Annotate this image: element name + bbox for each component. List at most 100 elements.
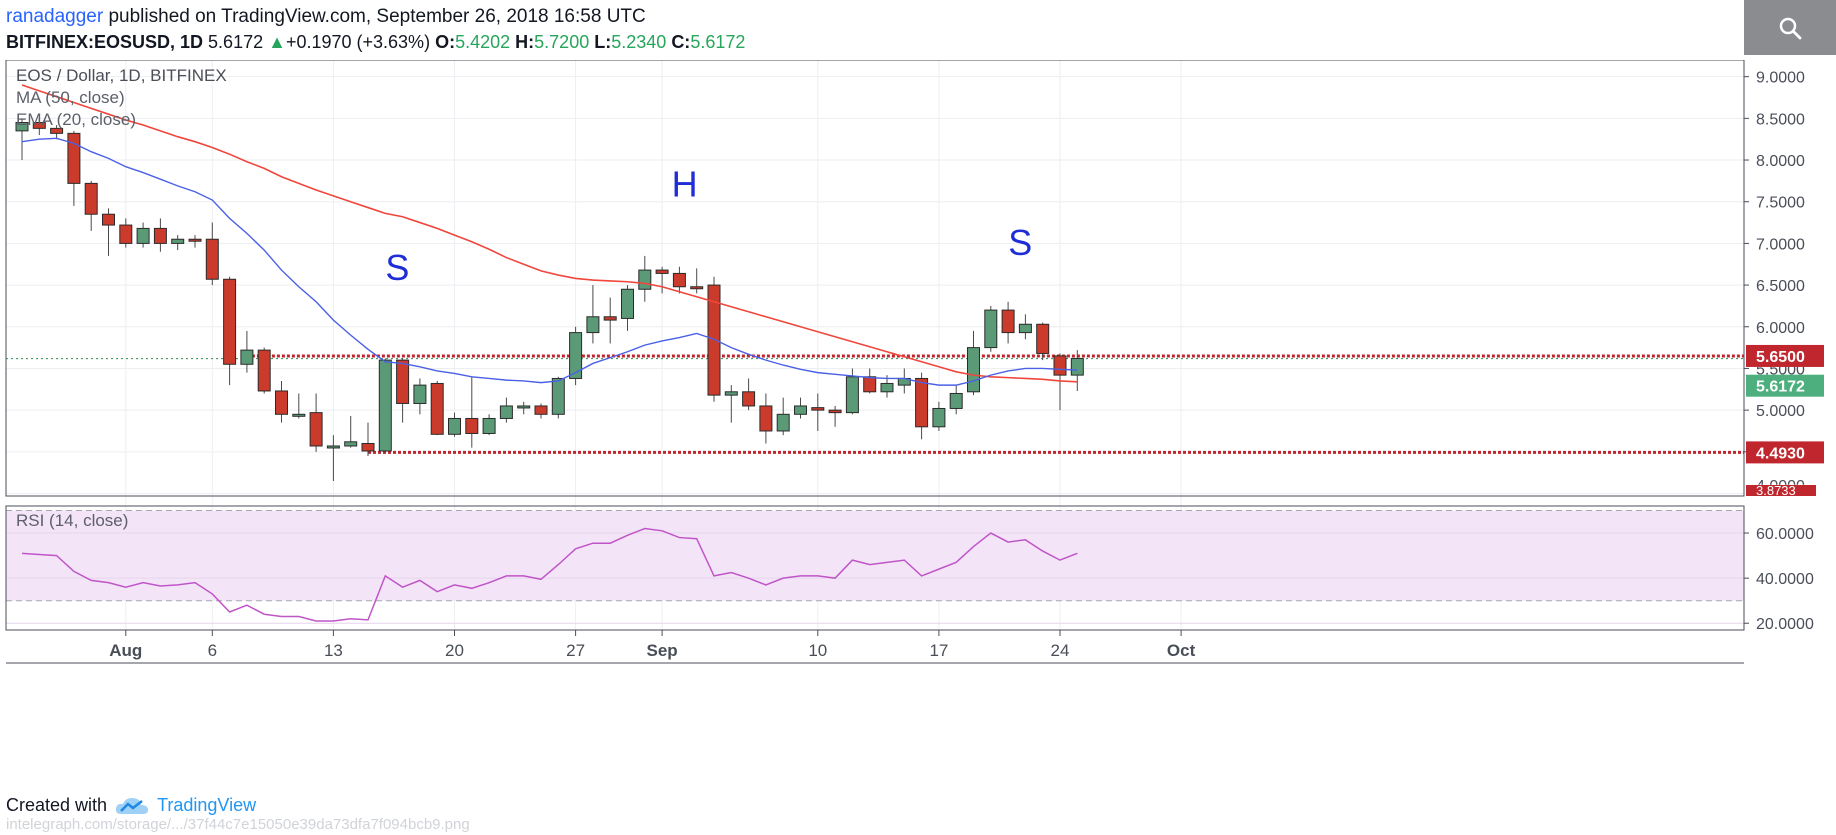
- candle-body: [517, 405, 531, 409]
- candle-body: [50, 127, 64, 134]
- candle-body: [188, 238, 202, 242]
- candle-body: [742, 391, 756, 407]
- y-tick-label: 6.5000: [1756, 278, 1805, 295]
- footer: Created with TradingView: [6, 795, 256, 816]
- candle-body: [621, 288, 634, 319]
- candle-body: [949, 392, 963, 409]
- pattern-label: S: [385, 247, 409, 288]
- candle: [257, 347, 271, 394]
- hidden-level-tag: [1746, 485, 1816, 496]
- candle-body: [430, 382, 444, 435]
- candle-body: [932, 407, 946, 428]
- pattern-label: H: [672, 164, 698, 205]
- close-value: 5.6172: [690, 32, 746, 52]
- level-tag-label: 4.4930: [1756, 445, 1805, 462]
- candle: [1053, 353, 1067, 411]
- candle: [811, 393, 825, 431]
- candle-body: [811, 407, 825, 411]
- candle-body: [171, 238, 185, 244]
- candle: [205, 222, 219, 286]
- candle: [275, 380, 288, 423]
- price-change: +0.1970 (+3.63%): [285, 32, 431, 52]
- candle: [759, 393, 773, 444]
- candle: [1001, 301, 1015, 344]
- candle: [448, 412, 461, 437]
- candle-body: [292, 413, 306, 417]
- candle-body: [759, 405, 773, 432]
- candle-body: [551, 377, 565, 415]
- candle: [1070, 350, 1084, 391]
- y-tick-label: 8.0000: [1756, 153, 1805, 170]
- candle: [949, 385, 963, 415]
- candle-body: [344, 441, 358, 447]
- candle: [309, 393, 323, 452]
- candle: [32, 118, 46, 136]
- candle: [136, 222, 150, 248]
- price-chart[interactable]: S H S EOS / Dollar, 1D, BITFINEX MA (50, clo…: [0, 60, 1836, 790]
- close-label: C:: [671, 32, 691, 52]
- rsi-label: RSI (14, close): [16, 511, 128, 530]
- x-tick-label: Oct: [1167, 641, 1196, 660]
- candle: [1018, 314, 1032, 340]
- candle-body: [828, 409, 842, 414]
- tradingview-link[interactable]: TradingView: [157, 795, 257, 815]
- candle-body: [205, 238, 219, 280]
- ma50-line: [21, 84, 1078, 383]
- y-tick-label: 9.0000: [1756, 70, 1805, 87]
- candle: [430, 380, 444, 436]
- candle: [50, 125, 64, 140]
- symbol-info: BITFINEX:EOSUSD, 1D 5.6172 ▲+0.1970 (+3.…: [6, 32, 745, 53]
- current-price-label: 5.6172: [1756, 379, 1805, 396]
- created-with-text: Created with: [6, 795, 108, 815]
- ema20-line: [21, 137, 1078, 386]
- candle-body: [1001, 309, 1015, 334]
- candle-body: [413, 384, 427, 404]
- candle-body: [32, 122, 46, 129]
- candle: [171, 235, 185, 251]
- candle-body: [361, 442, 375, 452]
- candle: [672, 266, 686, 294]
- candle: [119, 218, 133, 248]
- x-tick-label: 17: [929, 641, 948, 660]
- candle-body: [257, 349, 271, 392]
- candle-body: [223, 278, 237, 365]
- level-tag: [1746, 441, 1824, 464]
- price-pane-border: [5, 60, 1745, 497]
- candle: [603, 297, 617, 344]
- search-icon: [1779, 17, 1802, 39]
- candle: [828, 405, 842, 427]
- chart-title: EOS / Dollar, 1D, BITFINEX: [16, 66, 227, 85]
- candle: [465, 376, 479, 448]
- candle-body: [396, 359, 410, 404]
- candle: [84, 180, 98, 231]
- candle: [413, 378, 427, 415]
- candle-body: [967, 347, 980, 393]
- rsi-pane-border: [5, 505, 1745, 631]
- candle: [499, 397, 513, 423]
- candle: [153, 218, 167, 252]
- x-tick-label: 10: [808, 641, 827, 660]
- y-tick-label: 8.5000: [1756, 111, 1805, 128]
- candle-body: [1053, 355, 1067, 376]
- candle: [15, 118, 29, 161]
- candle: [742, 378, 756, 411]
- candle-body: [1070, 357, 1084, 376]
- level-tag-label: 5.6500: [1756, 349, 1805, 366]
- candle: [690, 268, 704, 294]
- candle: [344, 415, 358, 448]
- high-value: 5.7200: [534, 32, 590, 52]
- candle-body: [984, 309, 998, 349]
- x-tick-label: 24: [1051, 641, 1070, 660]
- candle-body: [569, 332, 583, 379]
- y-tick-label: 6.0000: [1756, 320, 1805, 337]
- candle-body: [448, 417, 461, 435]
- search-button[interactable]: [1744, 0, 1836, 55]
- legend-ma50: MA (50, close): [16, 88, 125, 107]
- candle: [863, 368, 877, 394]
- candle-body: [499, 405, 513, 419]
- candle-body: [84, 182, 98, 215]
- candle-body: [880, 382, 894, 393]
- candle-body: [863, 376, 877, 393]
- author-link[interactable]: ranadagger: [6, 6, 104, 27]
- candle: [621, 285, 634, 331]
